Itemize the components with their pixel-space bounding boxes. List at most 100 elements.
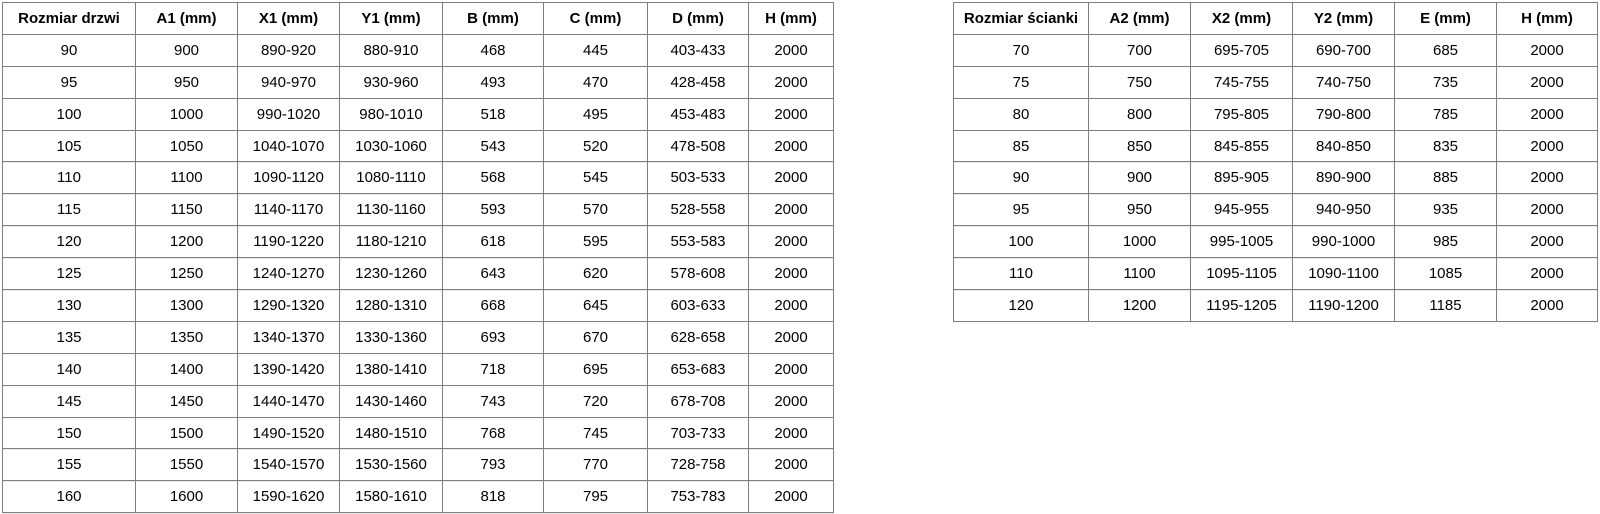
table-cell: 578-608 [647,257,749,291]
table-row: 80 800 795-805 790-800 785 2000 [953,97,1598,131]
table-row: 70 700 695-705 690-700 685 2000 [953,33,1598,67]
table-cell: 795-805 [1190,97,1293,131]
table-cell: 900 [135,33,238,67]
table-cell: 2000 [748,416,834,450]
table-row: 150 1500 1490-1520 1480-1510 768 745 703-733 20… [2,416,834,450]
table-cell: 880-910 [339,33,443,67]
column-header: A1 (mm) [135,2,238,35]
table-cell: 980-1010 [339,97,443,131]
column-header: Rozmiar ścianki [953,2,1089,35]
table-cell: 2000 [748,352,834,386]
table-cell: 1095-1105 [1190,257,1293,291]
table-cell: 900 [1088,161,1191,195]
table-cell: 518 [442,97,544,131]
table-cell: 950 [1088,193,1191,227]
table-cell: 718 [442,352,544,386]
table-cell: 2000 [1496,97,1598,131]
table-cell: 1000 [1088,225,1191,259]
table-row: 135 1350 1340-1370 1330-1360 693 670 628-658 20… [2,320,834,354]
column-header: Y1 (mm) [339,2,443,35]
table-cell: 753-783 [647,480,749,514]
door-sizes-table: Rozmiar drzwi A1 (mm) X1 (mm) Y1 (mm) B (mm)… [2,2,834,514]
table-cell: 1490-1520 [237,416,340,450]
table-cell: 790-800 [1292,97,1395,131]
table-cell: 890-900 [1292,161,1395,195]
table-cell: 1180-1210 [339,225,443,259]
table-cell: 745 [543,416,648,450]
table-cell: 545 [543,161,648,195]
table-cell: 845-855 [1190,129,1293,163]
table-row: 145 1450 1440-1470 1430-1460 743 720 678-708 20… [2,384,834,418]
table-cell: 1090-1120 [237,161,340,195]
table-cell: 768 [442,416,544,450]
table-cell: 850 [1088,129,1191,163]
table-cell: 2000 [748,161,834,195]
table-cell: 478-508 [647,129,749,163]
table-cell: 835 [1394,129,1497,163]
table-cell: 678-708 [647,384,749,418]
table-row: 90 900 890-920 880-910 468 445 403-433 2000 [2,33,834,67]
table-cell: 1450 [135,384,238,418]
table-cell: 1280-1310 [339,289,443,322]
table-cell: 2000 [748,480,834,514]
table-cell: 703-733 [647,416,749,450]
table-cell: 95 [953,193,1089,227]
table-cell: 1200 [1088,289,1191,322]
table-cell: 493 [442,65,544,99]
table-cell: 990-1020 [237,97,340,131]
table-row: 125 1250 1240-1270 1230-1260 643 620 578-608 20… [2,257,834,291]
table-cell: 1580-1610 [339,480,443,514]
table-cell: 1185 [1394,289,1497,322]
table-cell: 2000 [748,129,834,163]
table-cell: 2000 [748,289,834,322]
table-cell: 75 [953,65,1089,99]
table-cell: 90 [2,33,136,67]
column-header: B (mm) [442,2,544,35]
table-cell: 1000 [135,97,238,131]
table-cell: 100 [2,97,136,131]
table-cell: 668 [442,289,544,322]
table-cell: 785 [1394,97,1497,131]
table-row: 75 750 745-755 740-750 735 2000 [953,65,1598,99]
table-cell: 1190-1220 [237,225,340,259]
table-cell: 1380-1410 [339,352,443,386]
table-cell: 643 [442,257,544,291]
table-cell: 653-683 [647,352,749,386]
table-cell: 120 [953,289,1089,322]
table-cell: 2000 [1496,33,1598,67]
table-cell: 1150 [135,193,238,227]
table-cell: 1390-1420 [237,352,340,386]
table-cell: 1550 [135,448,238,482]
table-cell: 100 [953,225,1089,259]
table-cell: 1330-1360 [339,320,443,354]
table-row: 90 900 895-905 890-900 885 2000 [953,161,1598,195]
table-cell: 403-433 [647,33,749,67]
table-cell: 1340-1370 [237,320,340,354]
table-cell: 1400 [135,352,238,386]
table-cell: 1200 [135,225,238,259]
table-cell: 2000 [748,97,834,131]
table-row: 110 1100 1095-1105 1090-1100 1085 2000 [953,257,1598,291]
table-cell: 105 [2,129,136,163]
table-cell: 890-920 [237,33,340,67]
table-cell: 520 [543,129,648,163]
table-row: 130 1300 1290-1320 1280-1310 668 645 603-633 20… [2,289,834,322]
table-cell: 793 [442,448,544,482]
table-cell: 743 [442,384,544,418]
table-cell: 503-533 [647,161,749,195]
table-cell: 2000 [748,33,834,67]
table-cell: 620 [543,257,648,291]
table-cell: 1130-1160 [339,193,443,227]
table-cell: 2000 [748,225,834,259]
door-sizes-table-header: Rozmiar drzwi A1 (mm) X1 (mm) Y1 (mm) B (mm)… [2,2,834,35]
column-header: X2 (mm) [1190,2,1293,35]
table-cell: 135 [2,320,136,354]
table-cell: 593 [442,193,544,227]
table-cell: 1050 [135,129,238,163]
table-cell: 2000 [1496,225,1598,259]
table-cell: 140 [2,352,136,386]
table-cell: 2000 [748,257,834,291]
table-cell: 495 [543,97,648,131]
table-row: 155 1550 1540-1570 1530-1560 793 770 728-758 20… [2,448,834,482]
table-cell: 1600 [135,480,238,514]
